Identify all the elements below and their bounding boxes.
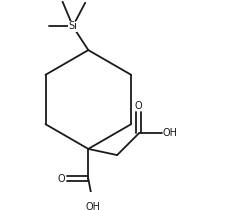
Text: OH: OH — [162, 129, 177, 138]
Text: O: O — [134, 101, 142, 111]
Text: Si: Si — [68, 21, 77, 32]
Text: O: O — [57, 174, 64, 184]
Text: OH: OH — [86, 202, 101, 210]
